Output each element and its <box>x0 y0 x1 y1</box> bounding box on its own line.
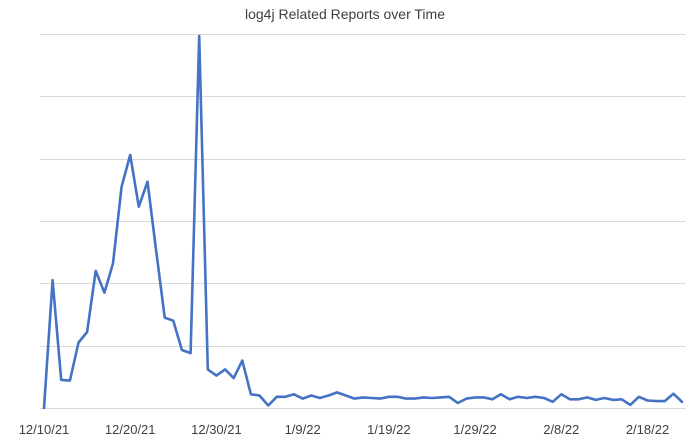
x-tick-label: 12/20/21 <box>105 422 156 437</box>
x-tick-label: 1/29/22 <box>453 422 496 437</box>
x-tick-label: 2/8/22 <box>543 422 579 437</box>
gridlines <box>40 34 686 409</box>
x-tick-labels: 12/10/21 12/20/21 12/30/21 1/9/22 1/19/22 1/2… <box>19 422 670 437</box>
x-tick-label: 1/19/22 <box>367 422 410 437</box>
x-tick-label: 12/30/21 <box>191 422 242 437</box>
x-tick-label: 1/9/22 <box>285 422 321 437</box>
x-tick-label: 12/10/21 <box>19 422 70 437</box>
series-group <box>42 34 684 410</box>
chart-title: log4j Related Reports over Time <box>245 6 445 22</box>
x-tick-label: 2/18/22 <box>626 422 669 437</box>
series-line <box>42 34 684 410</box>
